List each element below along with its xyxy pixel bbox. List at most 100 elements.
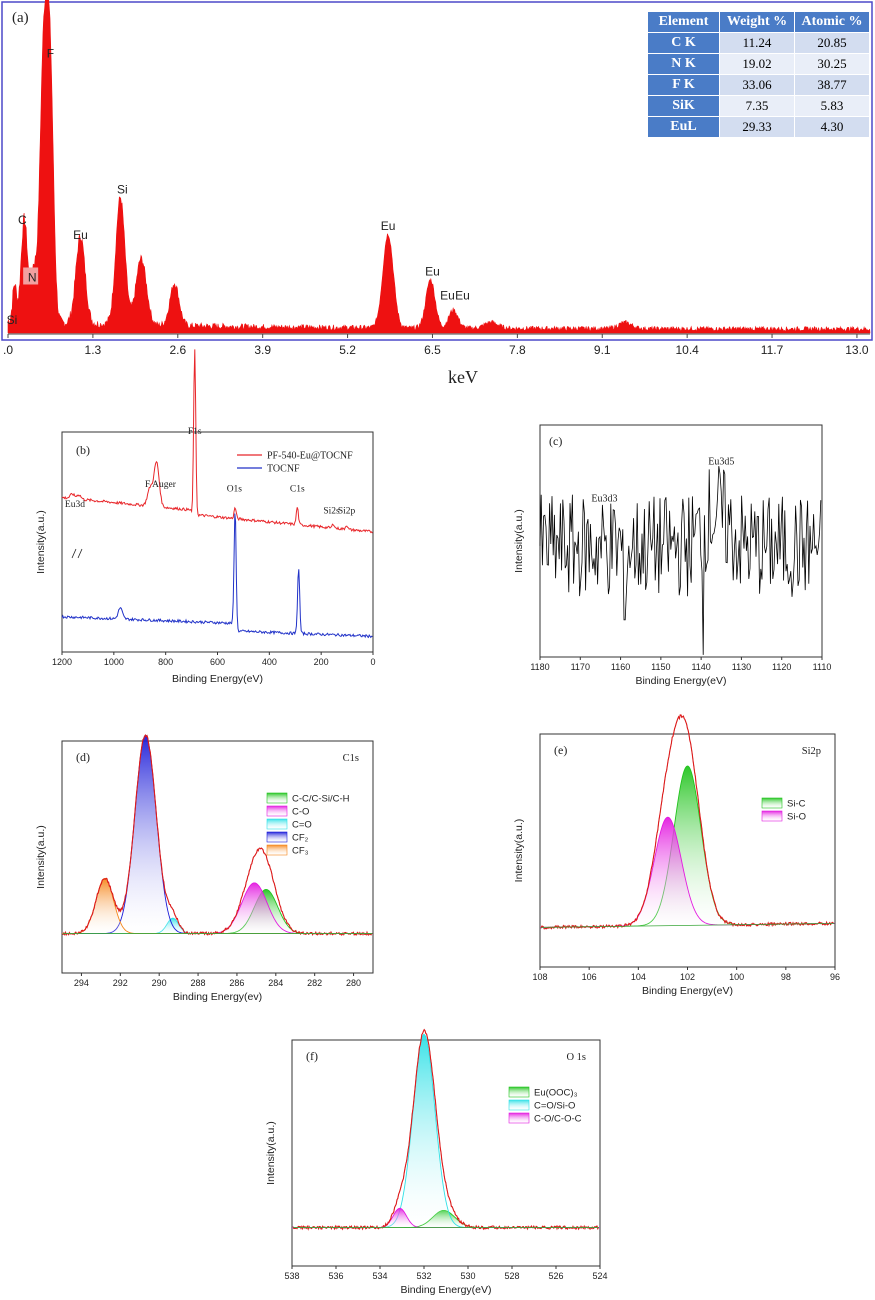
panel-c-tick-label: 1140 bbox=[691, 662, 710, 672]
survey-series-line bbox=[61, 513, 373, 639]
panel-b-tick-label: 1200 bbox=[52, 657, 72, 667]
panel-a-frame bbox=[1, 1, 873, 341]
eds-peak-label: Eu bbox=[381, 219, 396, 233]
panel-3-ylabel: Intensity(a.u.) bbox=[35, 825, 47, 889]
eu3d-arrow bbox=[77, 548, 83, 559]
panel-3-tick-label: 290 bbox=[152, 978, 167, 988]
survey-peak-label: C1s bbox=[290, 484, 305, 494]
survey-peak-label: Si2s bbox=[323, 506, 340, 516]
legend-swatch bbox=[266, 792, 288, 804]
panel-title: C1s bbox=[343, 753, 359, 764]
table-row: N K 19.02 30.25 bbox=[648, 54, 869, 74]
eds-x-axis-label: keV bbox=[448, 367, 478, 387]
fit-envelope-line bbox=[292, 1028, 600, 1231]
element-table: Element Weight % Atomic % C K 11.24 20.8… bbox=[647, 11, 870, 138]
fit-baseline bbox=[540, 922, 835, 928]
legend-swatch bbox=[508, 1112, 530, 1124]
eu3d-signal-line bbox=[539, 466, 822, 655]
panel-c-xlabel: Binding Energy(eV) bbox=[635, 675, 726, 687]
legend-label: C=O bbox=[292, 820, 312, 831]
survey-peak-label: O1s bbox=[227, 484, 243, 494]
legend-label: C-C/C-Si/C-H bbox=[292, 794, 350, 805]
survey-peak-label: Si2p bbox=[338, 506, 356, 516]
legend-swatch bbox=[266, 818, 288, 830]
panel-c-tick-label: 1150 bbox=[651, 662, 670, 672]
eds-x-tick-label: 1.3 bbox=[85, 343, 102, 357]
panel-b-tick-label: 0 bbox=[370, 657, 375, 667]
panel-4-tick-label: 96 bbox=[830, 972, 840, 982]
eds-peak-label: N bbox=[28, 270, 37, 284]
table-cell: 4.30 bbox=[795, 117, 869, 137]
eds-peak-label: Eu bbox=[425, 264, 440, 278]
panel-b-label: (b) bbox=[76, 443, 90, 457]
panel-3-tick-label: 282 bbox=[307, 978, 322, 988]
eds-peak-label: Si bbox=[7, 313, 18, 327]
panel-4-tick-label: 108 bbox=[532, 972, 547, 982]
table-cell: 38.77 bbox=[795, 75, 869, 95]
eds-x-tick-label: 3.9 bbox=[254, 343, 271, 357]
panel-4-tick-label: 102 bbox=[680, 972, 695, 982]
legend-swatch bbox=[761, 810, 783, 822]
panel-5-ylabel: Intensity(a.u.) bbox=[265, 1121, 277, 1185]
table-header-row: Element Weight % Atomic % bbox=[648, 12, 869, 32]
legend-swatch bbox=[508, 1086, 530, 1098]
legend-swatch bbox=[266, 805, 288, 817]
panel-label: (e) bbox=[554, 743, 567, 757]
panel-c-label: (c) bbox=[549, 434, 562, 448]
table-cell: SiK bbox=[648, 96, 719, 116]
panel-4-xlabel: Binding Energy(eV) bbox=[642, 985, 733, 997]
table-cell: C K bbox=[648, 33, 719, 53]
legend-label: C=O/Si-O bbox=[534, 1101, 575, 1112]
table-cell: EuL bbox=[648, 117, 719, 137]
eds-n-label-bg bbox=[23, 267, 39, 285]
panel-3-tick-label: 288 bbox=[191, 978, 206, 988]
eds-peak-label: C bbox=[18, 213, 27, 227]
panel-c-tick-label: 1110 bbox=[813, 662, 832, 672]
eds-peak-label: Eu bbox=[455, 289, 470, 303]
eds-x-tick-label: .0 bbox=[3, 343, 13, 357]
panel-b-xlabel: Binding Energy(eV) bbox=[172, 673, 263, 685]
eds-x-tick-label: 9.1 bbox=[594, 343, 611, 357]
table-row: SiK 7.35 5.83 bbox=[648, 96, 869, 116]
survey-peak-label: Eu3d bbox=[65, 500, 85, 510]
table-cell: 29.33 bbox=[720, 117, 794, 137]
panel-5-tick-label: 530 bbox=[460, 1271, 475, 1281]
panel-label: (d) bbox=[76, 750, 90, 764]
panel-5-tick-label: 534 bbox=[372, 1271, 387, 1281]
table-cell: 19.02 bbox=[720, 54, 794, 74]
eds-x-tick-label: 10.4 bbox=[675, 343, 699, 357]
eds-peak-label: F bbox=[47, 46, 54, 60]
panel-b-tick-label: 800 bbox=[158, 657, 173, 667]
eds-x-tick-label: 2.6 bbox=[169, 343, 186, 357]
panel-4-tick-label: 100 bbox=[729, 972, 744, 982]
table-cell: F K bbox=[648, 75, 719, 95]
panel-5-tick-label: 536 bbox=[328, 1271, 343, 1281]
panel-b-tick-label: 200 bbox=[314, 657, 329, 667]
table-cell: 5.83 bbox=[795, 96, 869, 116]
eds-x-tick-label: 11.7 bbox=[761, 343, 784, 357]
legend-label: Si-C bbox=[787, 799, 806, 810]
eds-x-tick-label: 5.2 bbox=[339, 343, 356, 357]
panel-3-tick-label: 292 bbox=[113, 978, 128, 988]
panel-b-tick-label: 600 bbox=[210, 657, 225, 667]
panel-title: Si2p bbox=[802, 746, 821, 757]
table-header: Element bbox=[648, 12, 719, 32]
panel-b-ylabel: Intensity(a.u.) bbox=[35, 510, 47, 574]
survey-peak-label: F1s bbox=[188, 427, 202, 437]
eds-spectrum-area bbox=[7, 0, 871, 334]
legend-swatch bbox=[266, 844, 288, 856]
table-row: F K 33.06 38.77 bbox=[648, 75, 869, 95]
legend-label: Si-O bbox=[787, 812, 806, 823]
eu3d-arrow bbox=[71, 548, 77, 559]
table-cell: 30.25 bbox=[795, 54, 869, 74]
legend-label: C-O bbox=[292, 807, 309, 818]
panel-c-tick-label: 1160 bbox=[611, 662, 630, 672]
panel-label: (f) bbox=[306, 1049, 318, 1063]
table-cell: 11.24 bbox=[720, 33, 794, 53]
panel-3-tick-label: 284 bbox=[268, 978, 283, 988]
panel-a-label: (a) bbox=[12, 10, 29, 26]
table-row: C K 11.24 20.85 bbox=[648, 33, 869, 53]
panel-4-ylabel: Intensity(a.u.) bbox=[513, 819, 525, 883]
eds-x-tick-label: 6.5 bbox=[424, 343, 441, 357]
